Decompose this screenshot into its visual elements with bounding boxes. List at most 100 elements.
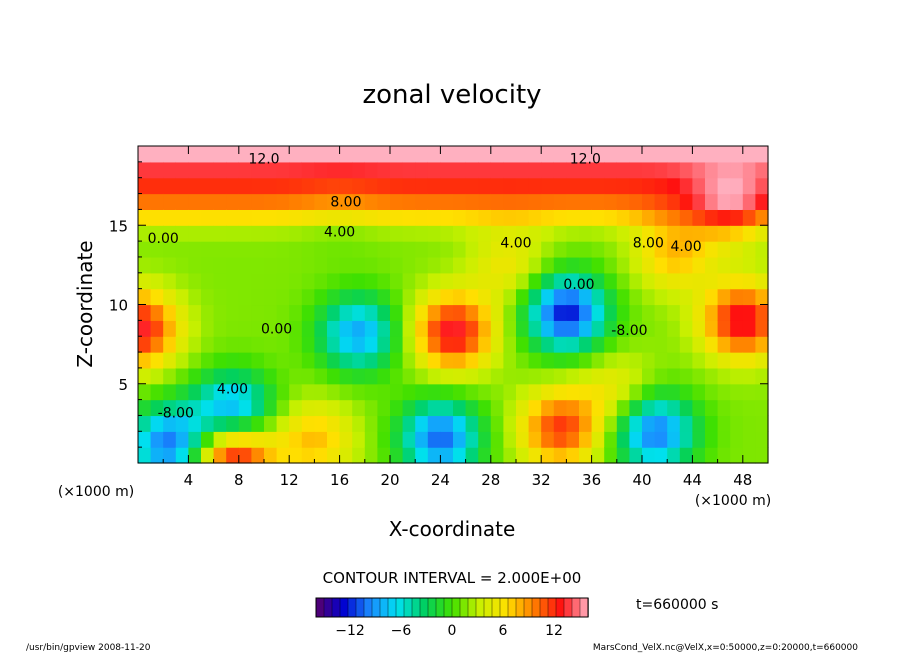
- heatmap-cell: [213, 256, 227, 274]
- heatmap-cell: [717, 177, 731, 195]
- heatmap-cell: [679, 193, 693, 210]
- heatmap-cell: [730, 320, 744, 337]
- heatmap-cell: [226, 272, 240, 290]
- heatmap-cell: [238, 304, 252, 321]
- heatmap-cell: [490, 447, 504, 464]
- heatmap-cell: [742, 415, 756, 432]
- heatmap-cell: [402, 161, 416, 179]
- heatmap-cell: [175, 320, 189, 337]
- heatmap-cell: [238, 415, 252, 432]
- heatmap-cell: [629, 447, 643, 464]
- heatmap-cell: [579, 383, 593, 401]
- heatmap-cell: [591, 209, 605, 226]
- heatmap-cell: [478, 193, 492, 210]
- heatmap-cell: [591, 447, 605, 464]
- heatmap-cell: [213, 304, 227, 321]
- footer-left: /usr/bin/gpview 2008-11-20: [26, 643, 151, 653]
- heatmap-cell: [150, 146, 164, 163]
- heatmap-cell: [440, 161, 454, 179]
- heatmap-cell: [566, 288, 580, 306]
- heatmap-cell: [289, 320, 303, 337]
- colorbar-cell: [555, 597, 565, 618]
- heatmap-cell: [453, 288, 467, 306]
- heatmap-cell: [755, 161, 769, 179]
- heatmap-cell: [175, 193, 189, 210]
- heatmap-cell: [188, 288, 202, 306]
- heatmap-cell: [692, 177, 706, 195]
- heatmap-cell: [301, 146, 315, 163]
- heatmap-cell: [251, 415, 265, 432]
- heatmap-cell: [642, 193, 656, 210]
- heatmap-cell: [717, 383, 731, 401]
- heatmap-cell: [251, 304, 265, 321]
- heatmap-cell: [377, 336, 391, 353]
- heatmap-cell: [667, 352, 681, 369]
- heatmap-cell: [553, 367, 567, 385]
- heatmap-cell: [591, 146, 605, 163]
- colorbar-cell: [355, 597, 365, 618]
- contour-label: 0.00: [261, 321, 292, 337]
- heatmap-cell: [654, 415, 668, 432]
- heatmap-cell: [163, 241, 177, 258]
- heatmap-cell: [692, 256, 706, 274]
- heatmap-cell: [717, 146, 731, 163]
- heatmap-cell: [289, 177, 303, 195]
- heatmap-cell: [642, 320, 656, 337]
- heatmap-cell: [226, 225, 240, 242]
- heatmap-cell: [301, 383, 315, 401]
- heatmap-cell: [642, 415, 656, 432]
- heatmap-cell: [352, 241, 366, 258]
- heatmap-cell: [679, 352, 693, 369]
- heatmap-cell: [503, 447, 517, 464]
- heatmap-cell: [301, 225, 315, 242]
- heatmap-cell: [667, 225, 681, 242]
- heatmap-cell: [301, 447, 315, 464]
- heatmap-cell: [516, 431, 530, 448]
- heatmap-cell: [264, 367, 278, 385]
- heatmap-cell: [478, 241, 492, 258]
- heatmap-cell: [226, 146, 240, 163]
- heatmap-cell: [427, 209, 441, 226]
- heatmap-cell: [138, 256, 152, 274]
- heatmap-cell: [390, 415, 404, 432]
- heatmap-cell: [528, 320, 542, 337]
- heatmap-cell: [453, 256, 467, 274]
- heatmap-cell: [138, 383, 152, 401]
- heatmap-cell: [327, 209, 341, 226]
- heatmap-cell: [705, 383, 719, 401]
- heatmap-cell: [301, 320, 315, 337]
- heatmap-cell: [264, 161, 278, 179]
- heatmap-cell: [440, 383, 454, 401]
- heatmap-cell: [213, 320, 227, 337]
- heatmap-cell: [150, 193, 164, 210]
- heatmap-cell: [377, 256, 391, 274]
- heatmap-cell: [390, 225, 404, 242]
- heatmap-cell: [213, 288, 227, 306]
- heatmap-cell: [226, 383, 240, 401]
- heatmap-cell: [264, 146, 278, 163]
- heatmap-cell: [604, 447, 618, 464]
- heatmap-cell: [314, 177, 328, 195]
- heatmap-cell: [579, 193, 593, 210]
- heatmap-cell: [352, 177, 366, 195]
- heatmap-cell: [553, 256, 567, 274]
- heatmap-cell: [692, 161, 706, 179]
- heatmap-cell: [138, 193, 152, 210]
- heatmap-cell: [264, 193, 278, 210]
- heatmap-cell: [339, 447, 353, 464]
- heatmap-cell: [188, 447, 202, 464]
- heatmap-cell: [579, 146, 593, 163]
- heatmap-cell: [201, 383, 215, 401]
- heatmap-cell: [667, 241, 681, 258]
- heatmap-cell: [503, 146, 517, 163]
- heatmap-cell: [730, 288, 744, 306]
- heatmap-cell: [427, 431, 441, 448]
- heatmap-cell: [566, 415, 580, 432]
- heatmap-cell: [629, 225, 643, 242]
- heatmap-cell: [364, 320, 378, 337]
- heatmap-cell: [188, 352, 202, 369]
- heatmap-cell: [566, 241, 580, 258]
- heatmap-cell: [616, 146, 630, 163]
- heatmap-cell: [150, 336, 164, 353]
- heatmap-cell: [314, 383, 328, 401]
